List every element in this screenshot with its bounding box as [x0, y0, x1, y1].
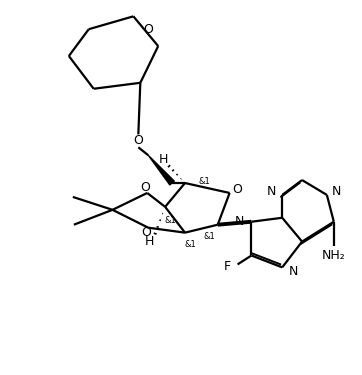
Text: &1: &1: [204, 232, 216, 241]
Text: O: O: [233, 183, 243, 196]
Text: &1: &1: [164, 216, 176, 225]
Text: &1: &1: [199, 177, 211, 186]
Text: O: O: [140, 182, 150, 195]
Text: O: O: [133, 134, 143, 147]
Text: N: N: [332, 186, 341, 198]
Text: N: N: [235, 215, 244, 228]
Text: O: O: [143, 23, 153, 36]
Text: H: H: [144, 235, 154, 248]
Polygon shape: [148, 155, 174, 185]
Text: N: N: [267, 186, 276, 198]
Text: &1: &1: [184, 240, 196, 249]
Text: F: F: [224, 260, 231, 273]
Text: O: O: [141, 226, 151, 239]
Text: H: H: [159, 153, 168, 166]
Text: NH₂: NH₂: [322, 249, 346, 262]
Text: N: N: [289, 265, 298, 278]
